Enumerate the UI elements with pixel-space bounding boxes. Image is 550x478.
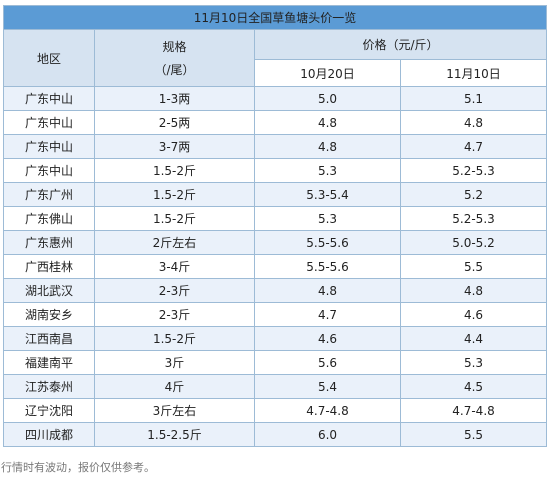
table-row: 江西南昌 1.5-2斤 4.6 4.4 (3, 326, 548, 351)
footer-note: 行情时有波动，报价仅供参考。 (1, 461, 155, 474)
cell-price-date-2: 5.0-5.2 (399, 230, 548, 255)
table-row: 广东佛山 1.5-2斤 5.3 5.2-5.3 (3, 206, 548, 231)
cell-spec: 3斤左右 (94, 398, 255, 423)
table-row: 广东中山 1.5-2斤 5.3 5.2-5.3 (3, 158, 548, 183)
cell-region: 广东中山 (3, 158, 95, 183)
cell-price-date-1: 5.3-5.4 (254, 182, 401, 207)
cell-price-date-2: 4.7 (399, 134, 548, 159)
cell-spec: 2-3斤 (94, 278, 255, 303)
cell-region: 江西南昌 (3, 326, 95, 351)
header-spec: 规格 （/尾） (94, 29, 255, 87)
cell-spec: 1.5-2斤 (94, 158, 255, 183)
cell-price-date-2: 5.3 (399, 350, 548, 375)
cell-spec: 2-5两 (94, 110, 255, 135)
cell-spec: 3-4斤 (94, 254, 255, 279)
cell-region: 广东中山 (3, 110, 95, 135)
cell-region: 广西桂林 (3, 254, 95, 279)
table-row: 湖南安乡 2-3斤 4.7 4.6 (3, 302, 548, 327)
cell-price-date-1: 4.7 (254, 302, 401, 327)
cell-price-date-2: 5.5 (399, 254, 548, 279)
header-date-2: 11月10日 (399, 59, 548, 87)
header-spec-line1: 规格 (162, 40, 187, 54)
cell-price-date-2: 5.5 (399, 422, 548, 447)
cell-region: 广东惠州 (3, 230, 95, 255)
cell-price-date-1: 4.7-4.8 (254, 398, 401, 423)
table-row: 广东广州 1.5-2斤 5.3-5.4 5.2 (3, 182, 548, 207)
table-row: 广东中山 2-5两 4.8 4.8 (3, 110, 548, 135)
table-row: 江苏泰州 4斤 5.4 4.5 (3, 374, 548, 399)
cell-region: 广东中山 (3, 134, 95, 159)
cell-spec: 3-7两 (94, 134, 255, 159)
cell-price-date-2: 5.2 (399, 182, 548, 207)
header-price-group: 价格（元/斤） (253, 28, 548, 61)
cell-price-date-2: 4.8 (399, 110, 548, 135)
cell-price-date-1: 4.8 (254, 134, 401, 159)
cell-price-date-2: 4.6 (399, 302, 548, 327)
cell-region: 江苏泰州 (3, 374, 95, 399)
table-title: 11月10日全国草鱼塘头价一览 (2, 5, 548, 30)
table-row: 福建南平 3斤 5.6 5.3 (3, 350, 548, 375)
header-date-1: 10月20日 (254, 59, 401, 87)
cell-spec: 1.5-2斤 (94, 206, 255, 231)
cell-spec: 1-3两 (94, 86, 255, 111)
cell-price-date-1: 5.6 (254, 350, 401, 375)
cell-spec: 4斤 (94, 374, 255, 399)
cell-price-date-1: 6.0 (254, 422, 401, 447)
header-row: 地区 规格 （/尾） 价格（元/斤） (3, 28, 548, 87)
table-row: 广东中山 1-3两 5.0 5.1 (3, 86, 548, 111)
cell-spec: 3斤 (94, 350, 255, 375)
cell-spec: 1.5-2斤 (94, 326, 255, 351)
table-row: 广东惠州 2斤左右 5.5-5.6 5.0-5.2 (3, 230, 548, 255)
cell-region: 辽宁沈阳 (3, 398, 95, 423)
cell-price-date-2: 5.2-5.3 (399, 206, 548, 231)
header-spec-line2: （/尾） (154, 63, 195, 77)
cell-price-date-1: 5.4 (254, 374, 401, 399)
cell-spec: 2斤左右 (94, 230, 255, 255)
cell-price-date-2: 4.4 (399, 326, 548, 351)
cell-region: 湖南安乡 (3, 302, 95, 327)
header-subrow: 10月20日 11月10日 (4, 59, 548, 87)
table-row: 广西桂林 3-4斤 5.5-5.6 5.5 (3, 254, 548, 279)
cell-price-date-2: 4.7-4.8 (399, 398, 548, 423)
title-row: 11月10日全国草鱼塘头价一览 (2, 5, 548, 30)
cell-region: 福建南平 (3, 350, 95, 375)
cell-region: 湖北武汉 (3, 278, 95, 303)
cell-price-date-2: 4.5 (399, 374, 548, 399)
table-row: 广东中山 3-7两 4.8 4.7 (3, 134, 548, 159)
cell-region: 广东广州 (3, 182, 95, 207)
cell-region: 四川成都 (3, 422, 95, 447)
table-body: 11月10日全国草鱼塘头价一览 地区 规格 （/尾） 价格（元/斤） 10月20… (2, 5, 548, 447)
cell-price-date-1: 5.3 (254, 158, 401, 183)
cell-price-date-2: 4.8 (399, 278, 548, 303)
cell-price-date-1: 5.5-5.6 (254, 230, 401, 255)
cell-price-date-1: 5.3 (254, 206, 401, 231)
cell-price-date-1: 4.8 (254, 278, 401, 303)
header-region: 地区 (3, 29, 95, 87)
cell-price-date-2: 5.1 (399, 86, 548, 111)
price-table: 11月10日全国草鱼塘头价一览 地区 规格 （/尾） 价格（元/斤） 10月20… (2, 5, 548, 447)
cell-region: 广东佛山 (3, 206, 95, 231)
cell-spec: 1.5-2斤 (94, 182, 255, 207)
table-row: 辽宁沈阳 3斤左右 4.7-4.8 4.7-4.8 (3, 398, 548, 423)
table-row: 四川成都 1.5-2.5斤 6.0 5.5 (3, 422, 548, 447)
cell-spec: 1.5-2.5斤 (94, 422, 255, 447)
cell-price-date-1: 4.6 (254, 326, 401, 351)
cell-price-date-2: 5.2-5.3 (399, 158, 548, 183)
cell-price-date-1: 4.8 (254, 110, 401, 135)
cell-price-date-1: 5.0 (254, 86, 401, 111)
cell-price-date-1: 5.5-5.6 (254, 254, 401, 279)
cell-region: 广东中山 (3, 86, 95, 111)
cell-spec: 2-3斤 (94, 302, 255, 327)
table-row: 湖北武汉 2-3斤 4.8 4.8 (3, 278, 548, 303)
